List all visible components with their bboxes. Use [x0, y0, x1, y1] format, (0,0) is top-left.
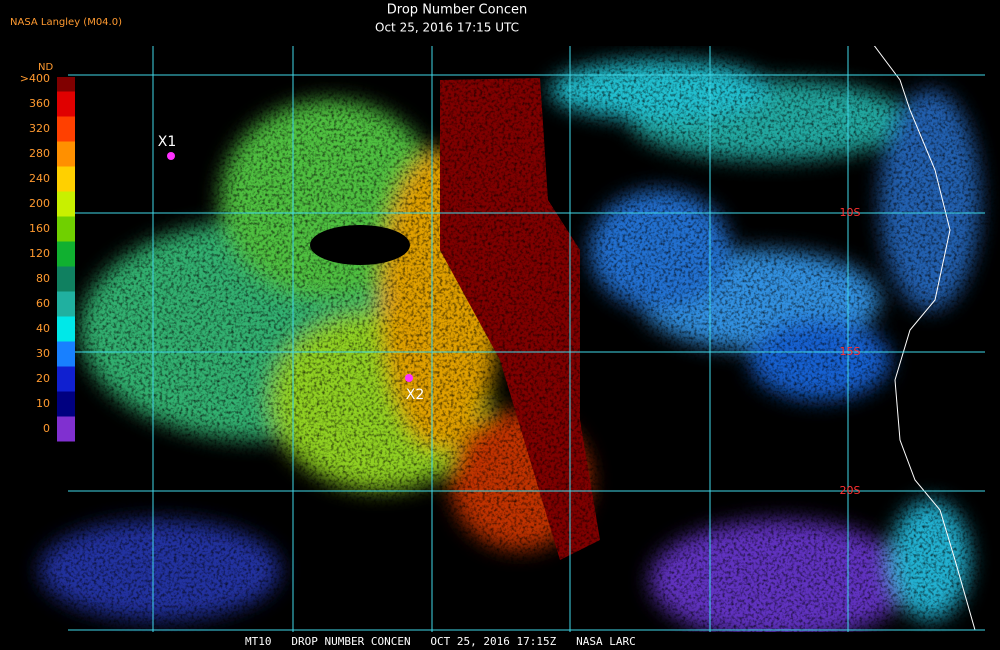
colorbar-swatch	[57, 116, 75, 142]
colorbar-tick: 280	[29, 147, 50, 160]
marker-point	[167, 152, 175, 160]
coastline	[839, 4, 976, 631]
colorbar-tick: >400	[20, 72, 50, 85]
colorbar-swatch	[57, 266, 75, 292]
latitude-label: 10S	[840, 206, 861, 219]
colorbar-swatch	[57, 316, 75, 342]
colorbar-swatch	[57, 241, 75, 267]
timestamp: Oct 25, 2016 17:15 UTC	[375, 21, 519, 35]
header-band	[0, 0, 1000, 46]
colorbar-swatch	[57, 91, 75, 117]
marker-label: X1	[158, 134, 177, 150]
colorbar-swatch	[57, 141, 75, 167]
colorbar-tick: 30	[36, 347, 50, 360]
colorbar-tick: 0	[43, 422, 50, 435]
marker-point	[405, 374, 413, 382]
colorbar-swatch	[57, 166, 75, 192]
colorbar-tick: 60	[36, 297, 50, 310]
colorbar-swatch	[57, 77, 75, 92]
latitude-label: 15S	[840, 345, 861, 358]
colorbar-tick: 160	[29, 222, 50, 235]
colorbar-swatch	[57, 366, 75, 392]
graticule	[68, 46, 985, 632]
colorbar-label: ND	[38, 62, 53, 73]
colorbar-tick: 80	[36, 272, 50, 285]
colorbar-tick: 240	[29, 172, 50, 185]
colorbar-swatch	[57, 291, 75, 317]
colorbar-tick: 120	[29, 247, 50, 260]
colorbar-tick: 200	[29, 197, 50, 210]
colorbar-tick: 20	[36, 372, 50, 385]
source: NASA Langley (M04.0)	[10, 17, 122, 28]
colorbar: >400 360 320 280 240 200 160 120 80 60 40 30 20 10 0	[20, 72, 75, 442]
colorbar-tick: 360	[29, 97, 50, 110]
colorbar-tick: 320	[29, 122, 50, 135]
marker-label: X2	[406, 387, 425, 403]
colorbar-swatch	[57, 391, 75, 417]
colorbar-swatch	[57, 216, 75, 242]
colorbar-tick: 10	[36, 397, 50, 410]
latitude-label: 20S	[840, 484, 861, 497]
colorbar-swatch	[57, 416, 75, 442]
footer-band	[0, 632, 1000, 650]
footer: MT10 DROP NUMBER CONCEN OCT 25, 2016 17:…	[245, 635, 636, 648]
title: Drop Number Concen	[387, 3, 527, 18]
colorbar-swatch	[57, 341, 75, 367]
colorbar-tick: 40	[36, 322, 50, 335]
colorbar-swatch	[57, 191, 75, 217]
